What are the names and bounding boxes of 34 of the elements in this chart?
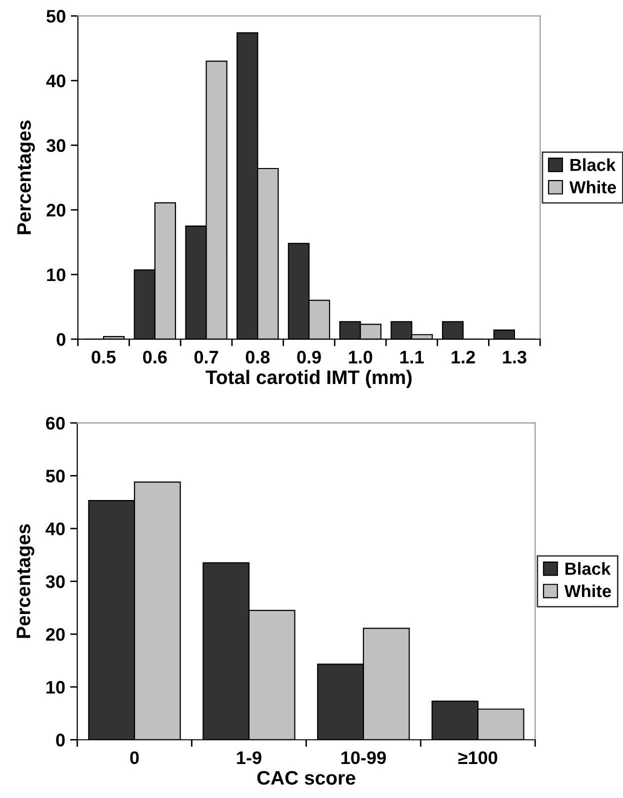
y-tick-label: 20 [46,628,65,641]
y-tick-label: 30 [46,575,65,588]
x-tick-label: 1.3 [503,350,526,364]
x-tick-label: 0 [130,751,139,764]
y-tick-label: 40 [46,522,65,536]
legend-label: White [569,180,616,194]
y-axis-title: Percentages [16,524,34,638]
y-tick-label: 30 [46,139,66,152]
x-tick-label: 0.9 [297,350,321,364]
x-axis-title: Total carotid IMT (mm) [206,370,412,388]
x-axis-title: CAC score [257,770,356,785]
x-tick-label: 0.8 [246,350,270,364]
x-tick-label: 1.2 [452,350,475,364]
y-tick-label: 20 [46,204,66,217]
y-tick-label: 0 [56,734,65,746]
x-tick-label: 1.0 [348,350,372,364]
y-tick-label: 60 [46,416,65,430]
x-tick-label: 0.6 [143,350,167,364]
legend-label: Black [570,158,616,172]
x-tick-label: 1.1 [400,350,424,364]
y-tick-label: 50 [46,470,65,482]
y-tick-label: 50 [46,10,66,23]
x-tick-label: ≥100 [458,751,498,764]
y-tick-label: 40 [46,74,66,88]
y-axis-title: Percentages [17,120,35,234]
y-tick-label: 0 [56,333,66,346]
x-tick-label: 10-99 [341,751,386,764]
x-tick-label: 0.5 [92,350,116,364]
y-tick-label: 10 [47,268,66,282]
legend-label: Black [566,562,611,575]
legend-label: White [564,584,612,598]
x-tick-label: 1-9 [237,751,262,764]
y-tick-label: 10 [46,680,65,694]
x-tick-label: 0.7 [194,350,218,364]
